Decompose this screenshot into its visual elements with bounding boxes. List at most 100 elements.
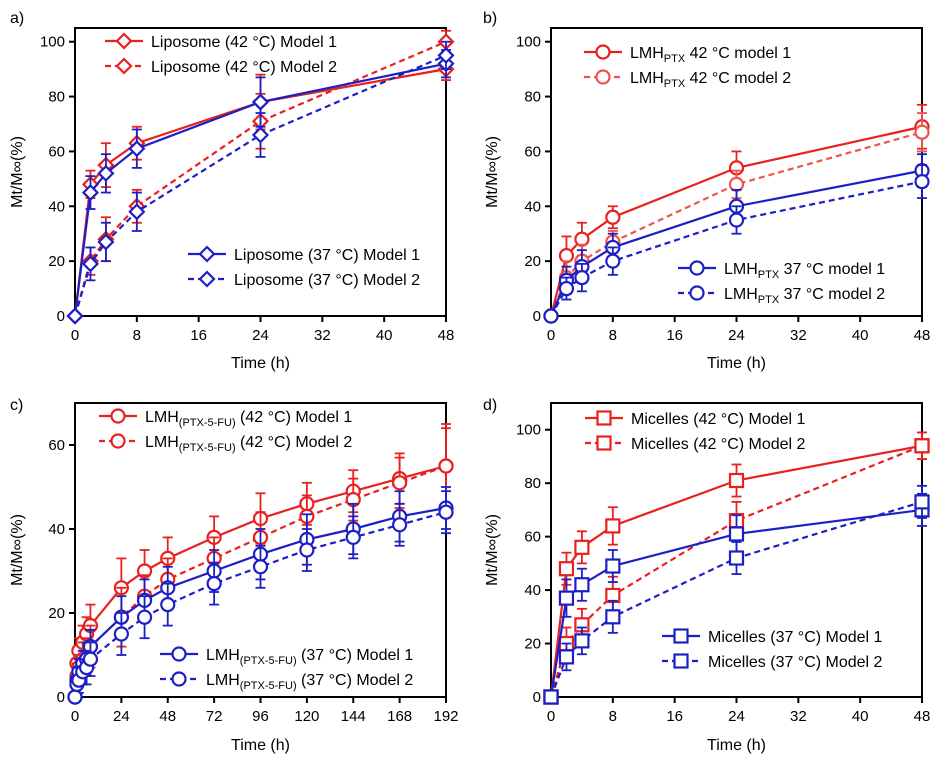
data-point <box>574 577 590 593</box>
data-point <box>574 231 590 247</box>
legend-label-tail: (42 °C) Model 2 <box>236 434 353 451</box>
data-point <box>605 209 621 225</box>
legend-entry: Micelles (37 °C) Model 1 <box>662 628 883 646</box>
legend-entry: LMHPTX 42 °C model 2 <box>584 69 791 90</box>
legend-entry: Micelles (42 °C) Model 1 <box>585 410 806 428</box>
x-tick-label: 24 <box>728 708 745 725</box>
y-tick-label: 0 <box>533 689 541 706</box>
y-tick-label: 20 <box>48 605 65 622</box>
data-point <box>136 609 153 625</box>
legend-marker <box>596 410 612 426</box>
data-point <box>252 559 269 575</box>
y-tick-label: 40 <box>524 582 541 599</box>
x-tick-label: 192 <box>433 708 458 725</box>
y-tick-label: 100 <box>40 34 65 51</box>
data-point <box>206 575 222 592</box>
legend-label-subscript: (PTX-5-FU) <box>179 442 236 454</box>
data-point <box>160 596 176 613</box>
series-line <box>549 444 923 698</box>
legend-entry: Liposome (37 °C) Model 2 <box>188 270 420 289</box>
legend-label-main: Liposome (42 °C) Model 1 <box>151 34 337 51</box>
x-tick-label: 40 <box>852 708 869 725</box>
data-point <box>728 472 745 489</box>
data-point <box>728 526 745 542</box>
legend-entry: Micelles (37 °C) Model 2 <box>662 653 883 671</box>
chart-panel-3: c) 0 24 48 72 96 120 144 168 192 0 20 40 60 Time (h) Mt… <box>9 397 459 754</box>
legend-label: LMHPTX 37 °C model 1 <box>724 261 885 281</box>
chart-panel-2: b) 0 8 16 24 32 40 48 0 20 40 60 80 100 Time (h) Mt/M∞(… <box>483 10 930 372</box>
legend-entry: Liposome (42 °C) Model 1 <box>105 32 337 51</box>
x-tick-label: 0 <box>71 327 79 344</box>
legend-label-subscript: (PTX-5-FU) <box>240 655 297 667</box>
x-tick-label: 32 <box>790 327 807 344</box>
data-point <box>82 651 99 667</box>
x-tick-label: 16 <box>190 327 207 344</box>
x-tick-label: 32 <box>790 708 807 725</box>
data-point <box>128 140 146 158</box>
data-point <box>543 308 559 324</box>
legend-label-tail: 37 °C model 1 <box>779 261 885 278</box>
data-point <box>605 609 621 625</box>
y-tick-label: 40 <box>48 521 65 538</box>
legend-label-tail: 42 °C model 2 <box>685 70 791 87</box>
y-axis-label: Mt/M∞(%) <box>9 514 26 586</box>
legend-label-subscript: PTX <box>758 294 780 306</box>
series-1 <box>543 431 930 705</box>
legend-label-tail: 37 °C model 2 <box>779 286 885 303</box>
data-point <box>558 248 575 264</box>
x-tick-label: 48 <box>914 327 931 344</box>
data-point <box>66 307 84 325</box>
x-axis-label: Time (h) <box>707 355 766 372</box>
legend-label-main: LMH <box>724 261 758 278</box>
legend-label: Liposome (42 °C) Model 2 <box>151 59 337 76</box>
panel-label: b) <box>483 10 497 27</box>
legend-label: LMHPTX 37 °C model 2 <box>724 286 885 306</box>
series-4 <box>543 164 930 324</box>
legend-label: Micelles (37 °C) Model 1 <box>708 629 883 646</box>
data-point <box>574 633 590 649</box>
legend-label-subscript: (PTX-5-FU) <box>179 417 236 429</box>
legend-entry: LMH(PTX-5-FU) (37 °C) Model 1 <box>160 646 413 667</box>
x-axis-label: Time (h) <box>231 737 290 754</box>
y-axis-label: Mt/M∞(%) <box>484 514 501 586</box>
legend-label-tail: (37 °C) Model 1 <box>297 647 414 664</box>
data-point <box>728 212 745 228</box>
y-tick-label: 20 <box>524 253 541 270</box>
data-point <box>437 46 455 64</box>
x-tick-label: 8 <box>609 327 617 344</box>
legend-entry: Liposome (37 °C) Model 1 <box>188 245 420 264</box>
x-tick-label: 32 <box>314 327 331 344</box>
data-point <box>81 184 100 202</box>
x-tick-label: 40 <box>852 327 869 344</box>
y-axis-label: Mt/M∞(%) <box>484 136 501 208</box>
y-tick-label: 80 <box>524 89 541 106</box>
x-tick-label: 48 <box>438 327 455 344</box>
y-tick-label: 0 <box>57 308 65 325</box>
y-tick-label: 60 <box>524 143 541 160</box>
y-tick-label: 80 <box>524 475 541 492</box>
x-axis-label: Time (h) <box>707 737 766 754</box>
data-point <box>728 550 745 566</box>
data-point <box>543 689 559 705</box>
legend-marker <box>115 57 133 75</box>
legend-label: LMH(PTX-5-FU) (37 °C) Model 1 <box>206 647 413 667</box>
data-point <box>558 280 575 297</box>
y-tick-label: 0 <box>57 689 65 706</box>
legend-marker <box>595 69 611 85</box>
y-tick-label: 40 <box>524 198 541 215</box>
y-tick-label: 100 <box>516 34 541 51</box>
data-point <box>574 539 590 555</box>
data-point <box>438 504 454 520</box>
legend-label-main: LMH <box>630 70 664 87</box>
x-tick-label: 120 <box>294 708 319 725</box>
data-point <box>128 203 146 221</box>
data-point <box>914 174 930 190</box>
legend-label-subscript: PTX <box>664 78 686 90</box>
legend-marker <box>689 285 705 301</box>
series-line <box>73 40 447 317</box>
legend-label-main: LMH <box>206 672 240 689</box>
data-point <box>67 689 83 705</box>
data-point <box>558 590 575 606</box>
series-4 <box>67 490 454 705</box>
data-point <box>251 93 270 111</box>
